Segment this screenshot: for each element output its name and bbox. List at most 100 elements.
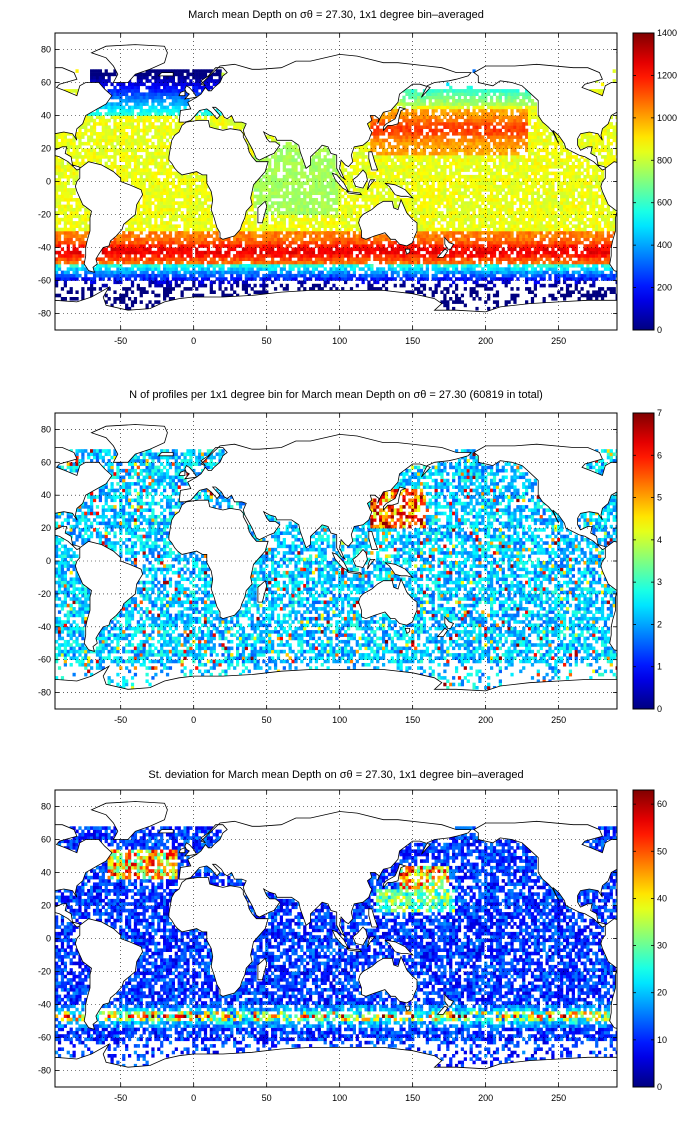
heatmap-cell [203, 217, 208, 222]
heatmap-cell [139, 82, 143, 87]
heatmap-cell [361, 240, 365, 245]
heatmap-cell [288, 191, 292, 195]
heatmap-cell [183, 105, 187, 110]
heatmap-cell [425, 132, 429, 136]
heatmap-cell [452, 244, 456, 248]
heatmap-cell [168, 194, 173, 199]
heatmap-cell [104, 128, 108, 133]
heatmap-cell [376, 161, 380, 166]
heatmap-cell [268, 168, 272, 172]
heatmap-cell [437, 89, 441, 93]
heatmap-cell [203, 270, 208, 275]
heatmap-cell [195, 89, 199, 93]
heatmap-cell [393, 112, 397, 116]
heatmap-cell [139, 168, 143, 172]
heatmap-cell [183, 247, 187, 252]
heatmap-cell [285, 184, 289, 189]
heatmap-cell [69, 290, 73, 294]
heatmap-cell [449, 161, 453, 166]
heatmap-cell [57, 145, 62, 149]
heatmap-cell [457, 227, 462, 232]
heatmap-cell [157, 293, 161, 298]
heatmap-cell [440, 92, 444, 96]
heatmap-cell [116, 280, 120, 285]
heatmap-cell [402, 95, 406, 100]
heatmap-cell [119, 257, 123, 261]
heatmap-cell [329, 207, 333, 212]
heatmap-cell [419, 277, 424, 281]
heatmap-cell [163, 254, 167, 258]
heatmap-cell [90, 283, 94, 288]
heatmap-cell [311, 178, 316, 182]
heatmap-cell [381, 250, 386, 255]
heatmap-cell [55, 270, 59, 275]
heatmap-cell [428, 257, 432, 261]
heatmap-cell [329, 174, 333, 179]
heatmap-cell [265, 184, 269, 189]
heatmap-cell [259, 201, 263, 205]
heatmap-cell [113, 240, 117, 245]
heatmap-cell [417, 118, 421, 123]
heatmap-cell [122, 287, 126, 291]
heatmap-cell [171, 247, 175, 252]
heatmap-cell [241, 237, 246, 242]
heatmap-cell [215, 79, 219, 83]
heatmap-cell [308, 207, 313, 212]
heatmap-cell [174, 224, 178, 228]
heatmap-cell [186, 191, 190, 195]
heatmap-cell [440, 128, 444, 133]
heatmap-cell [452, 237, 456, 242]
heatmap-cell [130, 178, 135, 182]
heatmap-cell [273, 201, 278, 205]
heatmap-cell [320, 191, 324, 195]
heatmap-cell [446, 194, 450, 199]
heatmap-cell [279, 240, 284, 245]
heatmap-cell [142, 254, 146, 258]
heatmap-cell [186, 227, 190, 232]
heatmap-cell [259, 277, 263, 281]
heatmap-cell [402, 267, 406, 271]
heatmap-cell [63, 297, 67, 301]
heatmap-cell [306, 257, 310, 261]
heatmap-cell [218, 264, 222, 268]
heatmap-cell [402, 257, 406, 261]
heatmap-cell [367, 171, 371, 176]
heatmap-cell [98, 273, 103, 278]
heatmap-cell [101, 122, 105, 126]
heatmap-cell [130, 145, 135, 149]
heatmap-cell [160, 145, 164, 149]
heatmap-cell [55, 250, 59, 255]
panel-mean-depth: March mean Depth on σθ = 27.30, 1x1 degr… [38, 9, 677, 346]
heatmap-cell [276, 264, 281, 268]
heatmap-cell [361, 273, 365, 278]
heatmap-cell [125, 287, 129, 291]
heatmap-cell [186, 244, 190, 248]
heatmap-cell [113, 280, 117, 285]
heatmap-cell [125, 250, 129, 255]
heatmap-cell [227, 250, 231, 255]
heatmap-cell [119, 234, 123, 238]
heatmap-cell [165, 267, 170, 271]
heatmap-cell [157, 178, 161, 182]
heatmap-cell [419, 264, 424, 268]
heatmap-cell [390, 158, 394, 162]
heatmap-cell [238, 267, 243, 271]
heatmap-cell [198, 293, 202, 298]
heatmap-cell [63, 135, 67, 139]
heatmap-cell [66, 191, 70, 195]
heatmap-cell [157, 254, 161, 258]
heatmap-cell [288, 148, 292, 153]
heatmap-cell [160, 250, 164, 255]
heatmap-cell [373, 145, 377, 149]
heatmap-cell [165, 198, 170, 202]
heatmap-cell [189, 260, 193, 265]
heatmap-cell [104, 300, 108, 304]
heatmap-cell [113, 247, 117, 252]
heatmap-cell [344, 270, 348, 275]
heatmap-cell [297, 191, 301, 195]
heatmap-cell [446, 82, 450, 87]
heatmap-cell [186, 198, 190, 202]
heatmap-cell [200, 227, 205, 232]
heatmap-cell [198, 260, 202, 265]
heatmap-cell [454, 161, 459, 166]
